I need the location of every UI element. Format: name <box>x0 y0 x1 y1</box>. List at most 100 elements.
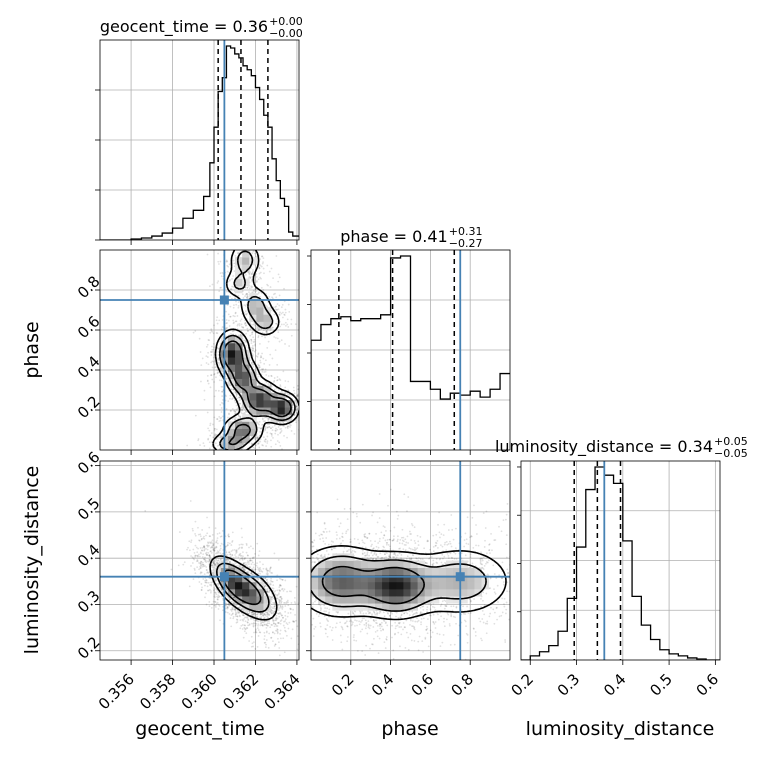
sample-point <box>290 591 292 593</box>
sample-point <box>263 268 265 270</box>
sample-point <box>231 278 233 280</box>
sample-point <box>192 530 194 532</box>
sample-point <box>213 343 215 345</box>
sample-point <box>299 409 301 411</box>
sample-point <box>230 617 232 619</box>
sample-point <box>193 578 195 580</box>
sample-point <box>261 335 263 337</box>
sample-point <box>271 597 273 599</box>
sample-point <box>186 549 188 551</box>
sample-point <box>217 261 219 263</box>
sample-point <box>275 296 277 298</box>
sample-point <box>274 389 276 391</box>
sample-point <box>247 330 249 332</box>
density-cell <box>278 400 286 408</box>
sample-point <box>256 543 258 545</box>
sample-point <box>217 253 219 255</box>
sample-point <box>189 549 191 551</box>
sample-point <box>244 630 246 632</box>
sample-point <box>209 448 211 450</box>
sample-point <box>285 427 287 429</box>
sample-point <box>286 324 288 326</box>
sample-point <box>229 613 231 615</box>
sample-point <box>256 462 258 464</box>
sample-point <box>252 548 254 550</box>
sample-point <box>230 410 232 412</box>
sample-point <box>265 371 267 373</box>
sample-point <box>221 244 223 246</box>
sample-point <box>271 581 273 583</box>
sample-point <box>199 533 201 535</box>
sample-point <box>271 433 273 435</box>
sample-point <box>192 528 194 530</box>
sample-point <box>229 398 231 400</box>
sample-point <box>219 375 221 377</box>
sample-point <box>242 455 244 457</box>
sample-point <box>170 569 172 571</box>
sample-point <box>304 406 306 408</box>
sample-point <box>221 454 223 456</box>
sample-point <box>256 276 258 278</box>
sample-point <box>254 345 256 347</box>
sample-point <box>267 427 269 429</box>
sample-point <box>233 451 235 453</box>
sample-point <box>207 546 209 548</box>
sample-point <box>251 342 253 344</box>
sample-point <box>265 331 267 333</box>
sample-point <box>251 636 253 638</box>
sample-point <box>251 331 253 333</box>
sample-point <box>293 390 295 392</box>
sample-point <box>280 637 282 639</box>
sample-point <box>259 273 261 275</box>
sample-point <box>211 360 213 362</box>
sample-point <box>261 255 263 257</box>
sample-point <box>225 246 227 248</box>
sample-point <box>253 641 255 643</box>
sample-point <box>293 621 295 623</box>
sample-point <box>218 319 220 321</box>
sample-point <box>262 358 264 360</box>
sample-point <box>248 547 250 549</box>
sample-point <box>206 532 208 534</box>
sample-point <box>206 580 208 582</box>
sample-point <box>276 429 278 431</box>
sample-point <box>237 408 239 410</box>
sample-point <box>288 311 290 313</box>
sample-point <box>273 381 275 383</box>
sample-point <box>253 632 255 634</box>
sample-point <box>258 555 260 557</box>
sample-point <box>252 646 254 648</box>
sample-point <box>241 557 243 559</box>
sample-point <box>206 517 208 519</box>
sample-point <box>314 394 316 396</box>
sample-point <box>220 545 222 547</box>
sample-point <box>207 541 209 543</box>
sample-point <box>219 379 221 381</box>
sample-point <box>259 329 261 331</box>
sample-point <box>273 314 275 316</box>
panel-1-1-content <box>311 250 510 450</box>
sample-point <box>229 279 231 281</box>
sample-point <box>286 437 288 439</box>
sample-point <box>200 381 202 383</box>
sample-point <box>236 450 238 452</box>
sample-point <box>217 533 219 535</box>
sample-point <box>251 563 253 565</box>
sample-point <box>243 225 245 227</box>
sample-point <box>261 353 263 355</box>
sample-point <box>218 596 220 598</box>
sample-point <box>248 452 250 454</box>
x-tick-label: 0.6 <box>693 670 723 700</box>
sample-point <box>259 258 261 260</box>
sample-point <box>258 352 260 354</box>
sample-point <box>210 374 212 376</box>
sample-point <box>261 368 263 370</box>
sample-point <box>239 240 241 242</box>
density-cell <box>228 350 236 358</box>
sample-point <box>275 349 277 351</box>
sample-point <box>225 322 227 324</box>
sample-point <box>225 454 227 456</box>
sample-point <box>238 548 240 550</box>
density-cell <box>271 400 279 408</box>
